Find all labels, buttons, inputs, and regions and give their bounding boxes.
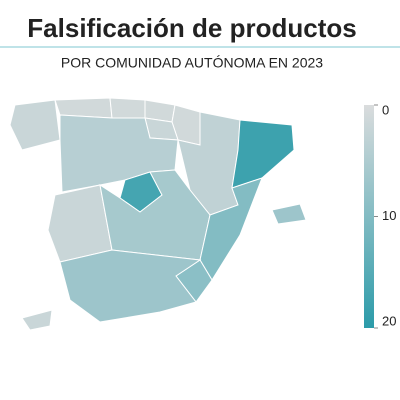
subtitle: POR COMUNIDAD AUTÓNOMA EN 2023 (61, 55, 323, 71)
region (59, 249, 202, 323)
legend-bar (364, 105, 374, 328)
legend-label: 20 (382, 313, 396, 328)
legend-label: 10 (382, 208, 396, 223)
region (9, 99, 61, 151)
region (271, 203, 307, 225)
legend-label: 0 (382, 102, 389, 117)
region (21, 309, 53, 331)
region (109, 97, 146, 119)
title: Falsificación de productos (27, 13, 356, 43)
